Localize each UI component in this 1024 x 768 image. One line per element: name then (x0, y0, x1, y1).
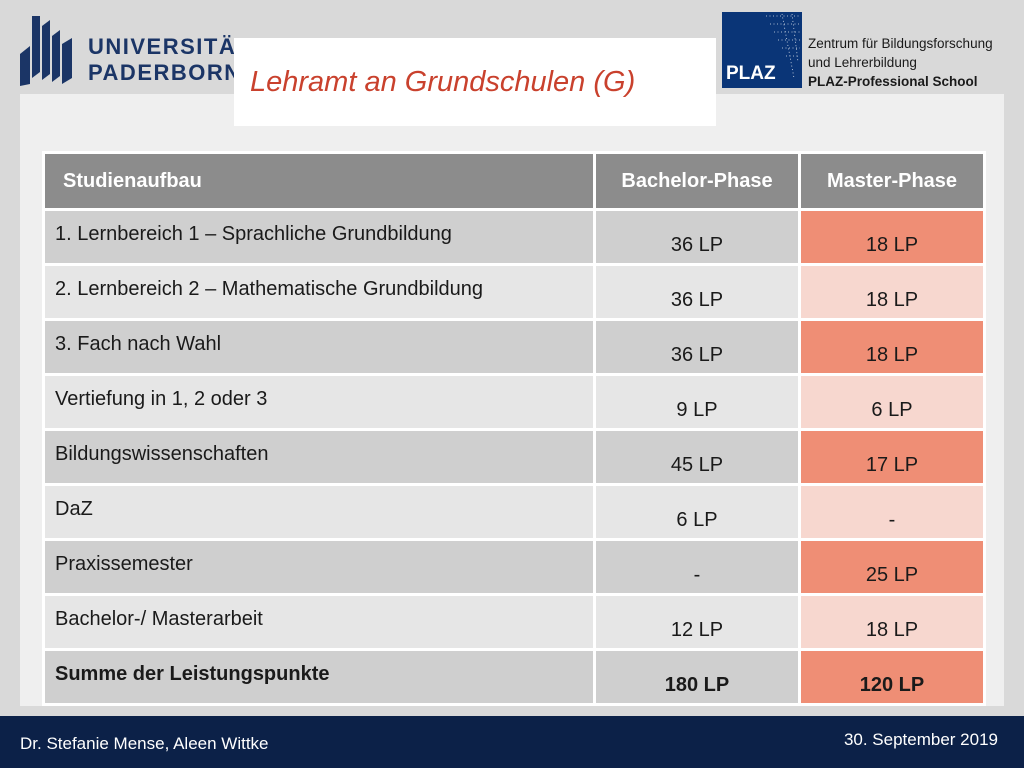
master-value: 6 LP (798, 373, 986, 431)
slide-title: Lehramt an Grundschulen (G) (250, 66, 636, 98)
university-emblem-icon (20, 16, 72, 86)
university-name-line2: PADERBORN (88, 60, 242, 85)
table-row: DaZ 6 LP - (42, 483, 986, 541)
bachelor-value: 36 LP (593, 208, 801, 266)
table-row: 2. Lernbereich 2 – Mathematische Grundbi… (42, 263, 986, 321)
plaz-tagline-line2: und Lehrerbildung (808, 55, 917, 70)
row-label: Vertiefung in 1, 2 oder 3 (42, 373, 596, 431)
total-label: Summe der Leistungspunkte (42, 648, 596, 706)
table-row: 3. Fach nach Wahl 36 LP 18 LP (42, 318, 986, 376)
column-header-master: Master-Phase (798, 151, 986, 211)
plaz-tagline: Zentrum für Bildungsforschung und Lehrer… (808, 34, 993, 91)
university-name-line1: UNIVERSITÄT (88, 34, 252, 59)
table-row: Vertiefung in 1, 2 oder 3 9 LP 6 LP (42, 373, 986, 431)
table-row: Praxissemester - 25 LP (42, 538, 986, 596)
master-value: 25 LP (798, 538, 986, 596)
footer-date: 30. September 2019 (843, 730, 998, 749)
table-row: 1. Lernbereich 1 – Sprachliche Grundbild… (42, 208, 986, 266)
master-value: 17 LP (798, 428, 986, 486)
master-value: 18 LP (798, 593, 986, 651)
bachelor-value: 6 LP (593, 483, 801, 541)
study-structure-table: Studienaufbau Bachelor-Phase Master-Phas… (42, 151, 986, 706)
row-label: Bildungswissenschaften (42, 428, 596, 486)
footer-bar: Dr. Stefanie Mense, Aleen Wittke 30. Sep… (0, 716, 1024, 768)
bachelor-value: 45 LP (593, 428, 801, 486)
table-row: Bildungswissenschaften 45 LP 17 LP (42, 428, 986, 486)
master-total: 120 LP (798, 648, 986, 706)
university-logo: UNIVERSITÄT PADERBORN (18, 14, 250, 90)
plaz-tagline-line1: Zentrum für Bildungsforschung (808, 36, 993, 51)
row-label: 3. Fach nach Wahl (42, 318, 596, 376)
master-value: 18 LP (798, 263, 986, 321)
university-name: UNIVERSITÄT PADERBORN (88, 34, 251, 86)
row-label: Bachelor-/ Masterarbeit (42, 593, 596, 651)
bachelor-value: - (593, 538, 801, 596)
plaz-grid-icon (766, 13, 800, 79)
row-label: 2. Lernbereich 2 – Mathematische Grundbi… (42, 263, 596, 321)
master-value: - (798, 483, 986, 541)
footer-authors: Dr. Stefanie Mense, Aleen Wittke (20, 734, 269, 753)
column-header-bachelor: Bachelor-Phase (593, 151, 801, 211)
row-label: 1. Lernbereich 1 – Sprachliche Grundbild… (42, 208, 596, 266)
bachelor-value: 36 LP (593, 263, 801, 321)
bachelor-value: 9 LP (593, 373, 801, 431)
table-row-total: Summe der Leistungspunkte 180 LP 120 LP (42, 648, 986, 706)
plaz-tagline-line3: PLAZ-Professional School (808, 74, 978, 89)
plaz-logo: PLAZ (722, 12, 802, 88)
row-label: DaZ (42, 483, 596, 541)
bachelor-value: 36 LP (593, 318, 801, 376)
table-header-row: Studienaufbau Bachelor-Phase Master-Phas… (42, 151, 986, 211)
row-label: Praxissemester (42, 538, 596, 596)
master-value: 18 LP (798, 318, 986, 376)
column-header-studienaufbau: Studienaufbau (42, 151, 596, 211)
bachelor-total: 180 LP (593, 648, 801, 706)
plaz-mark: PLAZ (726, 63, 776, 84)
title-box: Lehramt an Grundschulen (G) (234, 38, 716, 126)
bachelor-value: 12 LP (593, 593, 801, 651)
table-row: Bachelor-/ Masterarbeit 12 LP 18 LP (42, 593, 986, 651)
master-value: 18 LP (798, 208, 986, 266)
